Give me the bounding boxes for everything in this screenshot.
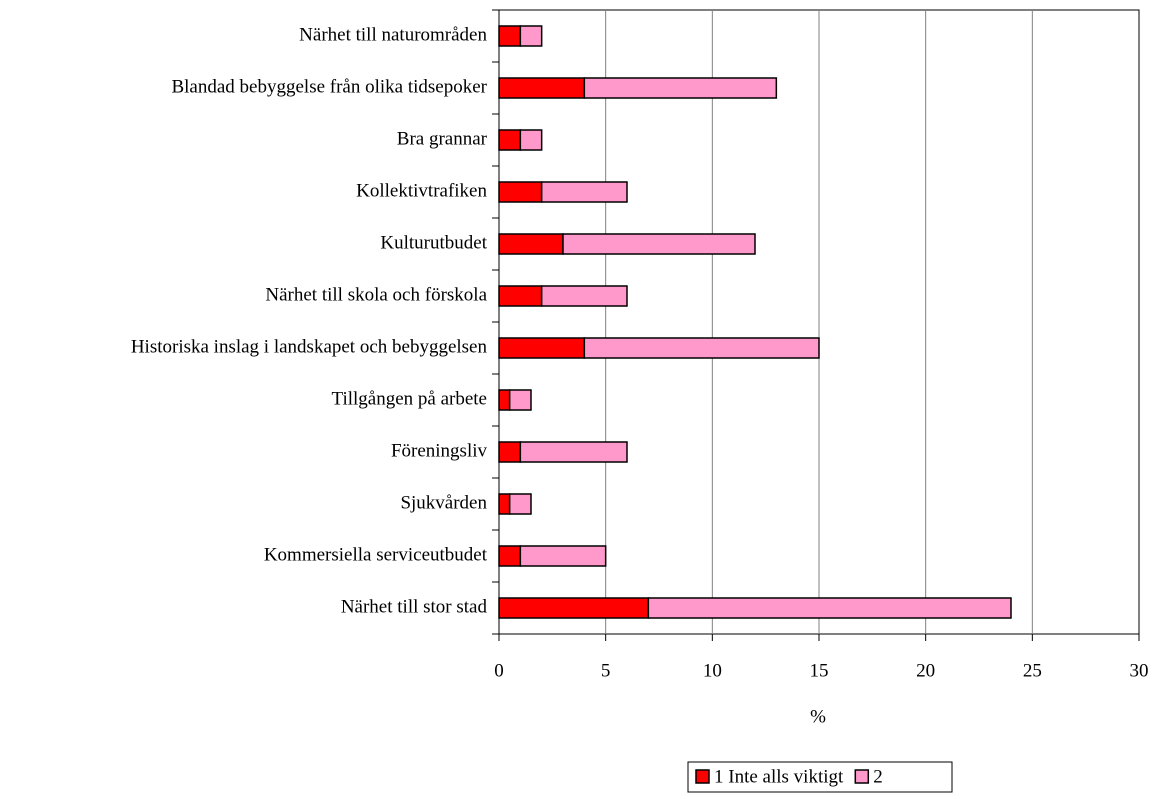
bar-segment bbox=[498, 233, 564, 255]
bar-segment bbox=[583, 77, 778, 99]
bar-segment bbox=[583, 337, 820, 359]
y-tick-label: Kollektivtrafiken bbox=[356, 180, 487, 201]
x-tick-label: 0 bbox=[494, 660, 504, 681]
bar-segment bbox=[498, 545, 522, 567]
x-tick-label: 5 bbox=[601, 660, 611, 681]
y-tick-label: Bra grannar bbox=[397, 128, 488, 149]
bar-segment bbox=[508, 493, 532, 515]
bar-segment bbox=[508, 389, 532, 411]
bar-segment bbox=[498, 285, 543, 307]
bar-segment bbox=[498, 25, 522, 47]
bar-segment bbox=[498, 441, 522, 463]
y-tick-label: Blandad bebyggelse från olika tidsepoker bbox=[171, 76, 487, 97]
y-tick-label: Föreningsliv bbox=[391, 440, 488, 461]
y-tick-label: Tillgången på arbete bbox=[332, 388, 487, 409]
x-tick-label: 25 bbox=[1023, 660, 1042, 681]
y-tick-label: Historiska inslag i landskapet och bebyg… bbox=[131, 336, 488, 357]
bar-segment bbox=[498, 493, 511, 515]
bar-segment bbox=[647, 597, 1012, 619]
y-tick-label: Kulturutbudet bbox=[380, 232, 487, 253]
bar-segment bbox=[498, 389, 511, 411]
legend-box bbox=[687, 761, 953, 793]
bar-segment bbox=[519, 545, 607, 567]
bar-segment bbox=[498, 181, 543, 203]
bar-segment bbox=[519, 441, 628, 463]
x-tick-label: 20 bbox=[916, 660, 935, 681]
y-tick-label: Närhet till skola och förskola bbox=[265, 284, 487, 305]
bar-segment bbox=[498, 337, 586, 359]
legend-swatch bbox=[695, 769, 710, 784]
bar-segment bbox=[540, 285, 628, 307]
bar-segment bbox=[498, 77, 586, 99]
y-tick-label: Kommersiella serviceutbudet bbox=[264, 544, 488, 565]
bar-segment bbox=[498, 597, 650, 619]
x-tick-label: 15 bbox=[810, 660, 829, 681]
x-tick-label: 10 bbox=[703, 660, 722, 681]
y-tick-label: Närhet till stor stad bbox=[341, 596, 488, 617]
y-tick-label: Sjukvården bbox=[400, 492, 487, 513]
x-tick-label: 30 bbox=[1130, 660, 1149, 681]
legend-swatch bbox=[854, 769, 870, 784]
bar-segment bbox=[540, 181, 628, 203]
legend-label: 2 bbox=[873, 766, 883, 787]
x-axis-label: % bbox=[810, 706, 826, 727]
bar-segment bbox=[519, 129, 543, 151]
bar-segment bbox=[498, 129, 522, 151]
bar-segment bbox=[519, 25, 543, 47]
y-tick-label: Närhet till naturområden bbox=[299, 24, 487, 45]
legend-label: 1 Inte alls viktigt bbox=[714, 766, 844, 787]
bar-segment bbox=[562, 233, 756, 255]
